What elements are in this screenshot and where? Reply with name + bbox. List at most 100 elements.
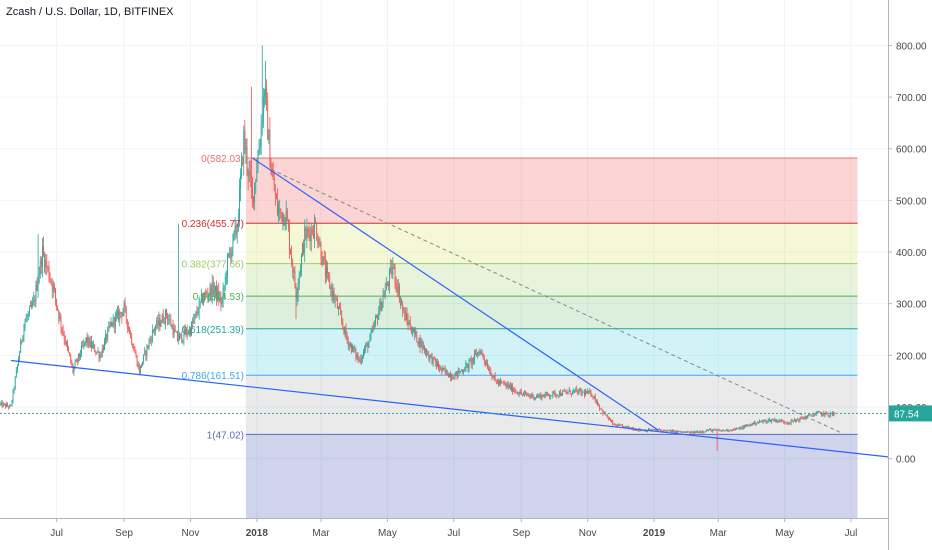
candle-body (49, 278, 51, 281)
candle-body (509, 384, 511, 390)
candle-body (653, 429, 655, 431)
candle-body (603, 412, 605, 414)
candle-body (125, 307, 127, 320)
candle-body (558, 391, 560, 397)
candle-body (7, 404, 9, 407)
candle-body (727, 429, 729, 432)
candle-body (233, 231, 235, 235)
candle-body (794, 419, 795, 421)
candle-body (30, 305, 31, 308)
candle-body (679, 431, 681, 432)
candle-body (68, 347, 69, 353)
candle-body (157, 320, 159, 326)
candle-body (564, 391, 566, 393)
candle-body (351, 344, 352, 352)
candle-body (796, 419, 797, 421)
candle-body (92, 345, 93, 348)
candle-body (591, 395, 593, 397)
candle-body (428, 354, 430, 359)
candle-body (354, 349, 356, 351)
candle-body (211, 281, 213, 298)
candle-body (455, 371, 457, 375)
candle-body (91, 340, 92, 348)
candle-body (716, 429, 718, 431)
candle-body (765, 420, 767, 423)
candle-body (196, 311, 198, 314)
candle-body (75, 359, 77, 363)
candle-body (772, 419, 774, 421)
candle-body (523, 393, 524, 395)
candle-body (694, 431, 696, 433)
candle-body (536, 395, 537, 398)
candle-body (672, 430, 673, 433)
candle-body (240, 175, 241, 189)
candle-body (595, 401, 597, 403)
candle-body (109, 325, 111, 327)
candle-body (163, 322, 165, 324)
candle-body (441, 367, 443, 372)
candle-body (788, 422, 790, 424)
candle-body (99, 355, 101, 359)
candle-body (47, 266, 49, 268)
candle-body (89, 340, 91, 347)
candle-body (25, 318, 27, 323)
candle-body (165, 310, 166, 323)
candle-body (79, 353, 80, 357)
candle-body (302, 244, 303, 256)
candle-body (600, 408, 602, 410)
candle-body (708, 430, 709, 432)
candle-body (350, 344, 351, 345)
candle-body (230, 252, 232, 258)
candle-body (279, 208, 281, 210)
time-tick-label: Jul (50, 528, 63, 539)
candle-body (35, 285, 37, 302)
candle-body (699, 431, 701, 433)
candle-body (785, 422, 787, 424)
candle-body (495, 379, 497, 382)
time-tick-label: 2018 (246, 528, 269, 539)
candle-body (367, 343, 369, 348)
candle-body (142, 361, 143, 367)
candle-body (72, 364, 74, 373)
candle-body (659, 429, 660, 431)
candle-body (406, 313, 408, 320)
candle-body (306, 229, 308, 239)
candle-body (19, 352, 20, 360)
candle-body (474, 353, 475, 360)
time-tick-label: Sep (115, 528, 133, 539)
trendlines (10, 157, 888, 458)
candle-body (550, 396, 552, 397)
candle-body (413, 329, 414, 333)
candle-body (139, 365, 141, 374)
candle-body (323, 256, 325, 261)
candle-body (375, 317, 376, 323)
candle-body (382, 295, 384, 303)
candle-body (257, 155, 259, 171)
candle-body (456, 371, 458, 376)
candle-body (229, 252, 231, 254)
candle-body (471, 358, 473, 365)
candle-body (548, 394, 549, 396)
candle-body (579, 389, 581, 391)
candle-body (295, 286, 297, 299)
candle-body (13, 388, 15, 391)
candle-body (776, 420, 778, 423)
candle-body (98, 351, 100, 359)
candle-body (795, 419, 796, 421)
candle-body (831, 413, 832, 414)
candle-body (171, 325, 173, 327)
fib-level-label: 0.786(161.51) (182, 371, 244, 382)
fib-labels: 0(582.03) 0.236(455.77) 0.382(377.66) 0.5(3… (182, 154, 244, 441)
candle-body (260, 125, 262, 147)
candle-body (551, 395, 553, 397)
candle-body (554, 391, 556, 396)
candle-body (505, 383, 507, 386)
candle-body (313, 233, 314, 238)
candle-body (121, 313, 123, 317)
candle-body (647, 430, 648, 432)
candle-body (335, 298, 337, 300)
fib-level-label: 0.618(251.39) (182, 325, 244, 336)
candle-body (800, 417, 802, 419)
candle-body (6, 404, 7, 407)
